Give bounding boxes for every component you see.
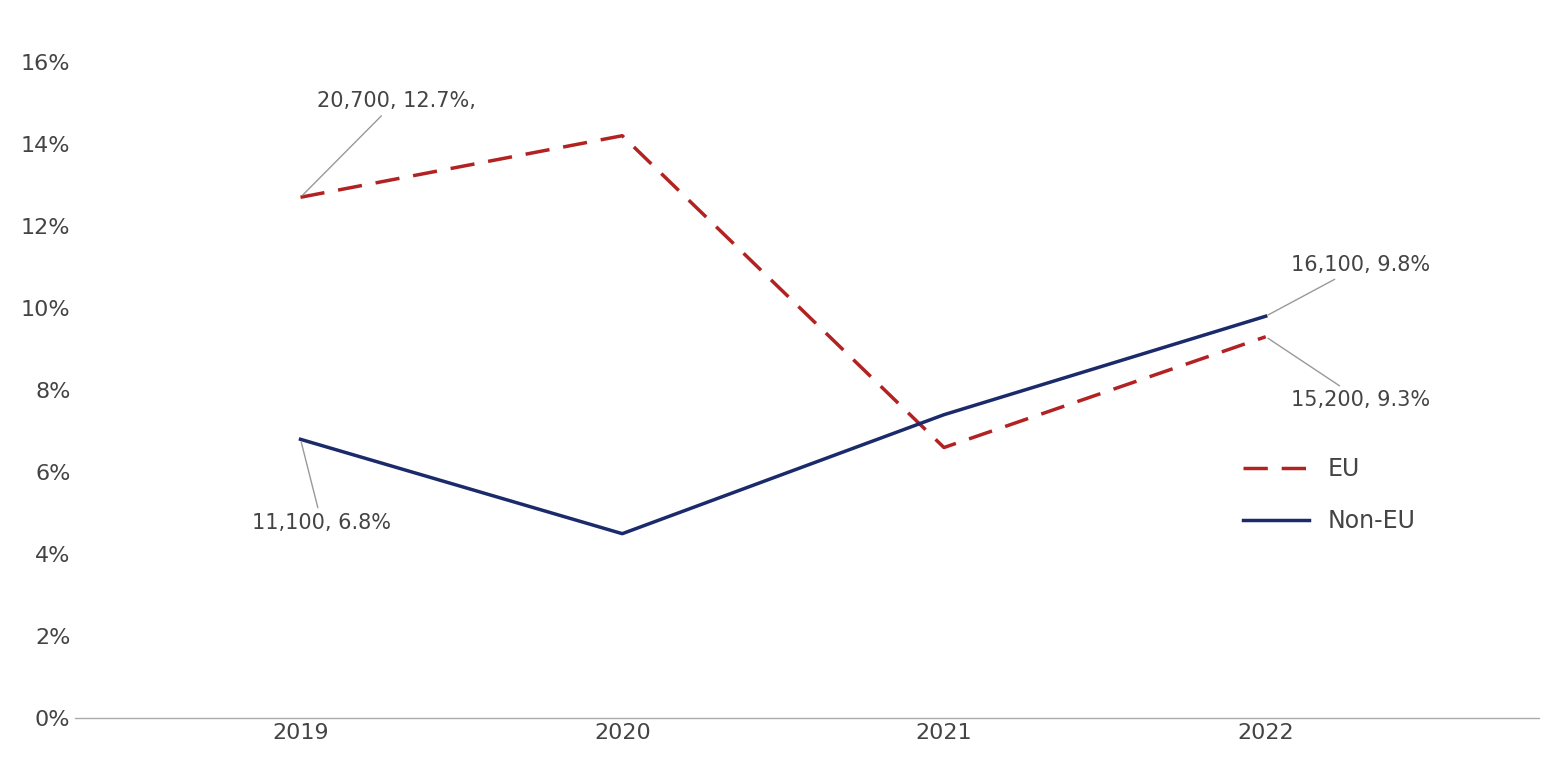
- Text: 11,100, 6.8%: 11,100, 6.8%: [253, 442, 392, 533]
- Text: 16,100, 9.8%: 16,100, 9.8%: [1268, 255, 1431, 315]
- Text: 15,200, 9.3%: 15,200, 9.3%: [1268, 338, 1431, 410]
- Legend: EU, Non-EU: EU, Non-EU: [1232, 448, 1424, 542]
- Text: 20,700, 12.7%,: 20,700, 12.7%,: [303, 91, 476, 196]
